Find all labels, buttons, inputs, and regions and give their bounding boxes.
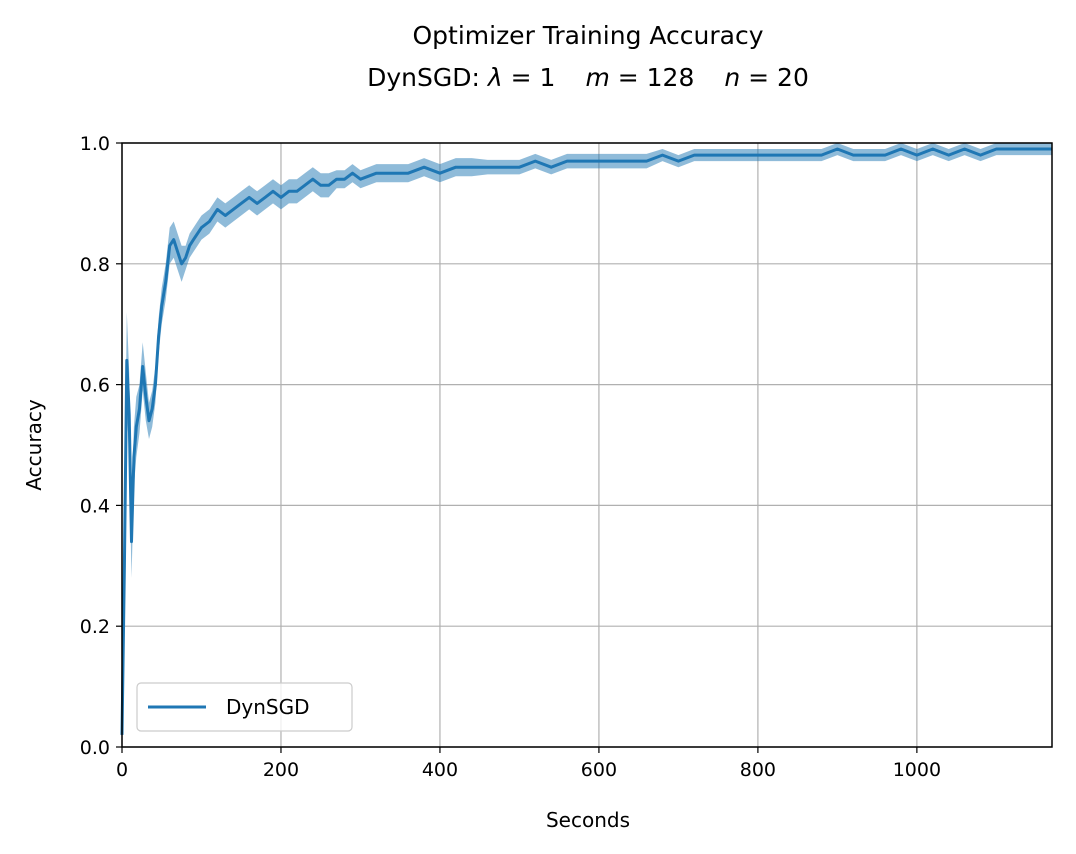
x-tick-label: 400 <box>422 759 458 781</box>
subtitle-m-symbol: m <box>585 63 609 92</box>
series-band-dynsgd <box>122 143 1052 747</box>
y-tick-label: 0.2 <box>80 616 110 638</box>
y-tick-label: 0.4 <box>80 495 110 517</box>
subtitle-m-value: = 128 <box>610 63 695 92</box>
y-axis-label: Accuracy <box>22 399 46 490</box>
y-tick-label: 0.0 <box>80 737 110 759</box>
subtitle-n-value: = 20 <box>740 63 809 92</box>
plot-frame <box>121 142 1053 748</box>
y-tick-label: 0.8 <box>80 254 110 276</box>
legend: DynSGD <box>136 682 353 732</box>
subtitle-lambda-value: = 1 <box>503 63 556 92</box>
series-line-dynsgd <box>120 147 1052 735</box>
y-tick-label: 0.6 <box>80 375 110 397</box>
legend-label-dynsgd: DynSGD <box>226 695 310 719</box>
x-tick-label: 200 <box>263 759 299 781</box>
confidence-bands <box>122 143 1052 747</box>
x-axis-label: Seconds <box>546 808 630 832</box>
grid-lines <box>121 142 1052 748</box>
x-tick-label: 1000 <box>893 759 941 781</box>
x-tick-label: 600 <box>581 759 617 781</box>
legend-box <box>136 682 353 732</box>
series-lines <box>120 147 1052 735</box>
subtitle-n-symbol: n <box>724 63 740 92</box>
subtitle-prefix: DynSGD: <box>367 63 488 92</box>
chart-subtitle: DynSGD: λ = 1 m = 128 n = 20 <box>367 63 809 92</box>
x-tick-label: 0 <box>116 759 128 781</box>
chart-title: Optimizer Training Accuracy <box>412 21 763 50</box>
subtitle-lambda-symbol: λ <box>486 63 503 92</box>
axis-ticks: 0 200 400 600 800 1000 0.0 0.2 0.4 0.6 0.8 1.0 <box>80 133 941 781</box>
x-tick-label: 800 <box>740 759 776 781</box>
y-tick-label: 1.0 <box>80 133 110 155</box>
